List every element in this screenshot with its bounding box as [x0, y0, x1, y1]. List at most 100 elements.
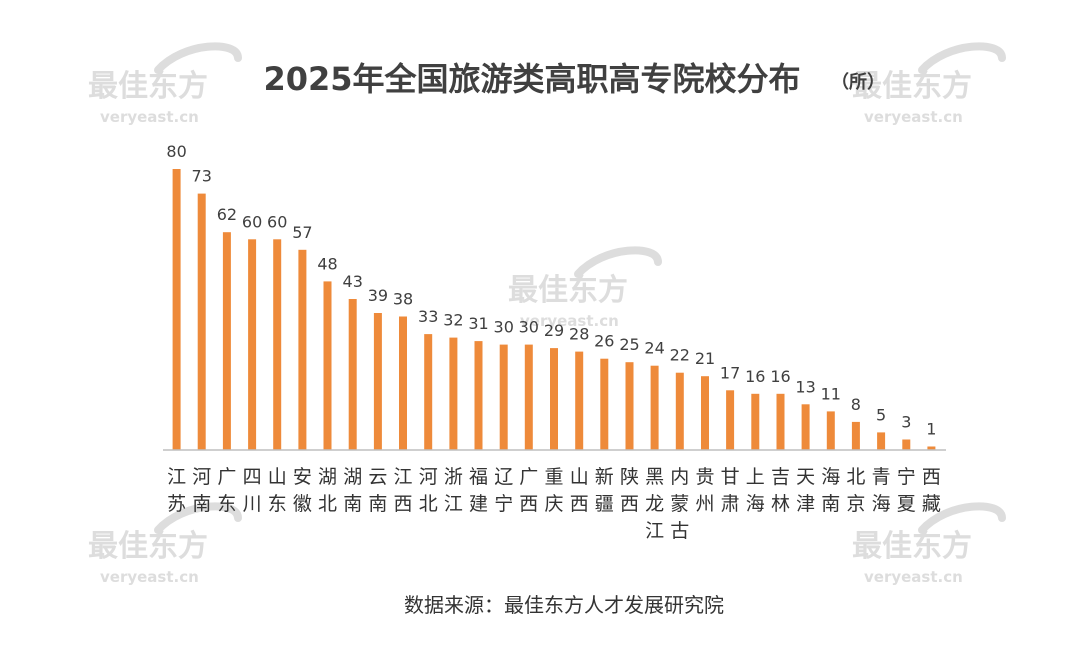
category-label: 河北 [419, 466, 438, 515]
bar [248, 239, 257, 451]
category-label: 山西 [570, 466, 589, 515]
category-label: 天津 [796, 466, 815, 515]
bar-value-label: 11 [821, 384, 841, 403]
bar [851, 421, 860, 450]
category-label: 江苏 [167, 466, 186, 515]
bar-value-label: 21 [695, 349, 715, 368]
bar [474, 341, 483, 450]
bar [751, 393, 760, 450]
bar [625, 362, 634, 450]
bar [298, 249, 307, 450]
category-label: 江西 [393, 466, 412, 515]
bar [222, 232, 231, 450]
bar-value-label: 13 [795, 377, 815, 396]
category-labels: 江苏河南广东四川山东安徽湖北湖南云南江西河北浙江福建辽宁广西重庆山西新疆陕西黑龙… [167, 466, 941, 542]
bar-value-label: 60 [242, 212, 262, 231]
bar [575, 351, 584, 450]
bar [172, 169, 181, 450]
bar-value-label: 1 [926, 420, 936, 439]
bar-value-label: 17 [720, 363, 740, 382]
bar-value-label: 24 [644, 339, 664, 358]
bar [927, 446, 936, 450]
watermark-domain: veryeast.cn [100, 108, 199, 126]
bar-value-label: 22 [670, 346, 690, 365]
bar [701, 376, 709, 450]
bar [902, 439, 911, 450]
category-label: 湖北 [318, 466, 337, 515]
bar-value-label: 29 [544, 321, 564, 340]
bar-value-label: 43 [343, 272, 363, 291]
bar [776, 393, 785, 450]
category-label: 云南 [368, 466, 387, 515]
bar-value-label: 38 [393, 290, 413, 309]
bar-value-label: 5 [876, 405, 886, 424]
bar [197, 193, 206, 450]
bar-value-label: 16 [745, 367, 765, 386]
bar-value-label: 60 [267, 212, 287, 231]
watermark-bottom-left: 最佳东方 veryeast.cn [88, 502, 242, 586]
bar [399, 316, 407, 450]
category-label: 上海 [746, 466, 765, 515]
category-label: 河南 [192, 466, 211, 515]
bar-value-label: 32 [443, 311, 463, 330]
chart-unit: （所） [831, 72, 885, 93]
category-label: 四川 [243, 466, 262, 515]
bar-value-label: 39 [368, 286, 388, 305]
category-label: 青海 [872, 466, 891, 515]
bar [449, 337, 458, 450]
category-label: 贵州 [695, 466, 714, 515]
bar [323, 281, 332, 450]
bar-value-label: 73 [192, 167, 212, 186]
category-label: 吉林 [771, 466, 790, 515]
category-label: 陕西 [620, 466, 639, 515]
category-label: 浙江 [444, 466, 463, 515]
bar [650, 365, 659, 450]
watermark-top-right: 最佳东方 veryeast.cn [852, 42, 1006, 126]
category-label: 黑龙江 [645, 466, 664, 542]
category-label: 海南 [821, 466, 840, 515]
watermark-domain: veryeast.cn [520, 312, 619, 330]
bar [675, 372, 684, 450]
bar-value-label: 31 [468, 314, 488, 333]
bar-value-label: 57 [292, 223, 312, 242]
bar-value-label: 30 [494, 318, 514, 337]
watermark-domain: veryeast.cn [864, 568, 963, 586]
bar-value-label: 3 [901, 413, 911, 432]
category-label: 安徽 [293, 466, 312, 515]
bar-value-label: 80 [166, 142, 186, 161]
bar-value-label: 8 [851, 395, 861, 414]
chart-title: 2025年全国旅游类高职高专院校分布 [263, 60, 800, 98]
watermark-top-left: 最佳东方 veryeast.cn [88, 42, 242, 126]
bar-value-label: 48 [317, 254, 337, 273]
bar [499, 344, 508, 450]
watermark-domain: veryeast.cn [100, 568, 199, 586]
watermark-brand: 最佳东方 [852, 529, 972, 564]
bar [348, 299, 357, 450]
bar-series [172, 169, 936, 451]
bar-value-label: 16 [770, 367, 790, 386]
bar [877, 432, 886, 450]
bar [826, 411, 835, 450]
source-note: 数据来源：最佳东方人才发展研究院 [404, 593, 724, 617]
bar-value-label: 28 [569, 325, 589, 344]
category-label: 湖南 [343, 466, 362, 515]
watermark-brand: 最佳东方 [88, 529, 208, 564]
category-label: 北京 [846, 466, 865, 515]
bar [373, 313, 382, 450]
bar-value-label: 25 [619, 335, 639, 354]
bar [600, 358, 609, 450]
bar [524, 344, 533, 450]
category-label: 宁夏 [897, 466, 916, 515]
bar-value-label: 30 [519, 318, 539, 337]
bar [801, 404, 810, 450]
category-label: 广西 [519, 466, 538, 515]
category-label: 福建 [469, 466, 488, 515]
watermark-bottom-right: 最佳东方 veryeast.cn [852, 502, 1006, 586]
bar [726, 390, 735, 450]
category-label: 重庆 [544, 466, 563, 515]
bar-value-label: 26 [594, 332, 614, 351]
category-label: 山东 [268, 466, 287, 515]
watermark-brand: 最佳东方 [508, 273, 628, 308]
category-label: 内蒙古 [670, 466, 689, 542]
